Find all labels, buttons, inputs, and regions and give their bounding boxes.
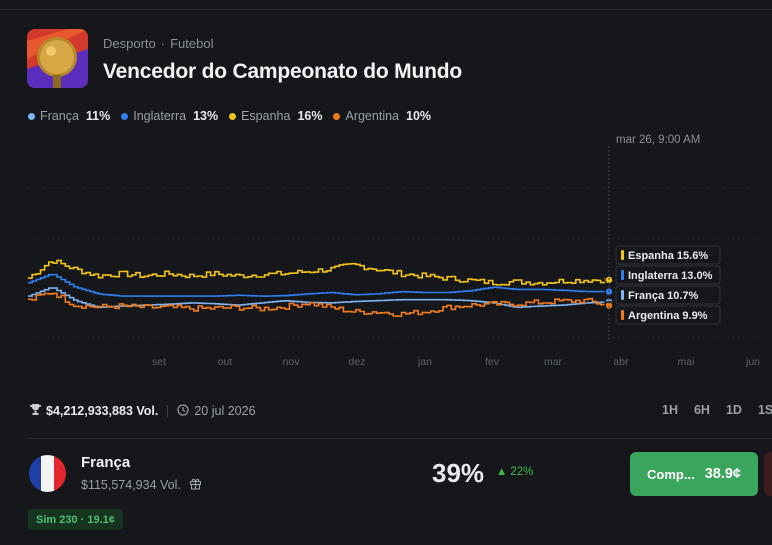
page-title: Vencedor do Campeonato do Mundo [103, 60, 462, 83]
top-divider [0, 9, 772, 10]
breadcrumb-category[interactable]: Desporto [103, 36, 156, 51]
tooltip-label: França 10.7% [628, 290, 699, 302]
trophy-icon [29, 403, 42, 419]
probability-change: ▲ 22% [496, 466, 533, 478]
legend-label: Inglaterra [133, 109, 187, 123]
x-tick-label: dez [349, 356, 366, 368]
outcome-volume-row: $115,574,934 Vol. [81, 477, 202, 493]
hover-tooltip-espanha: Espanha 15.6% [615, 245, 721, 265]
x-tick-label: out [218, 356, 233, 368]
outcome-volume: $115,574,934 Vol. [81, 478, 181, 492]
breadcrumb: Desporto · Futebol [103, 36, 213, 51]
sim-badge[interactable]: Sim 230 · 19.1¢ [28, 509, 123, 530]
x-tick-label: set [152, 356, 166, 368]
series-line-argentina [28, 292, 610, 317]
legend-label: França [40, 109, 79, 123]
tooltip-label: Argentina 9.9% [628, 310, 708, 322]
tooltip-box [615, 265, 721, 285]
x-tick-label: abr [613, 356, 629, 368]
legend-item-inglaterra: Inglaterra 13% [121, 109, 218, 123]
breadcrumb-separator: · [160, 36, 166, 51]
france-flag-icon [29, 455, 66, 492]
legend-dot-icon [333, 112, 341, 120]
tooltip-label: Inglaterra 13.0% [628, 270, 713, 282]
buy-yes-button[interactable]: Comp... 38.9¢ [630, 452, 758, 496]
legend-value: 16% [297, 109, 323, 123]
stats-divider [167, 405, 169, 417]
x-tick-label: nov [283, 356, 301, 368]
x-tick-label: mar [544, 356, 563, 368]
legend-label: Argentina [345, 109, 399, 123]
x-tick-label: fev [485, 356, 500, 368]
outcome-probability: 39% [432, 458, 485, 488]
tooltip-color-bar [621, 270, 624, 280]
x-tick-label: jun [745, 356, 760, 368]
legend-value: 11% [85, 109, 111, 123]
legend-value: 13% [193, 109, 219, 123]
total-volume: $4,212,933,883 Vol. [46, 404, 159, 418]
probability-change-value: 22% [510, 466, 534, 478]
range-6h[interactable]: 6H [693, 403, 710, 417]
legend-value: 10% [406, 109, 432, 123]
tooltip-box [615, 245, 721, 265]
series-endpoint-argentina [604, 300, 614, 311]
range-1d[interactable]: 1D [725, 403, 742, 417]
hover-tooltip-inglaterra: Inglaterra 13.0% [615, 265, 721, 285]
x-tick-label: jan [417, 356, 432, 368]
tooltip-label: Espanha 15.6% [628, 250, 708, 262]
buy-price: 38.9¢ [704, 466, 741, 482]
tooltip-color-bar [621, 290, 624, 300]
event-image [27, 29, 88, 88]
legend-item-espanha: Espanha 16% [229, 109, 322, 123]
section-divider [26, 438, 772, 439]
legend-label: Espanha [241, 109, 291, 123]
breadcrumb-subcategory[interactable]: Futebol [170, 36, 214, 51]
tooltip-color-bar [621, 250, 624, 260]
range-1s[interactable]: 1S [757, 403, 772, 417]
legend-dot-icon [28, 112, 35, 120]
tooltip-color-bar [621, 310, 624, 320]
legend-item-argentina: Argentina 10% [333, 109, 431, 123]
range-1h[interactable]: 1H [662, 403, 678, 417]
tooltip-box [615, 305, 721, 325]
legend-dot-icon [121, 112, 129, 120]
gift-icon[interactable] [189, 477, 202, 493]
series-line-inglaterra [28, 273, 609, 297]
tooltip-box [615, 285, 721, 305]
up-triangle-icon: ▲ [496, 466, 508, 478]
clock-icon [177, 403, 189, 419]
legend-dot-icon [229, 112, 237, 120]
market-stats: $4,212,933,883 Vol. 20 jul 2026 [29, 403, 256, 419]
hover-timestamp: mar 26, 9:00 AM [616, 134, 700, 146]
time-range-selector: 1H 6H 1D 1S [662, 403, 772, 417]
hover-tooltip-argentina: Argentina 9.9% [615, 305, 721, 325]
chart-legend: França 11% Inglaterra 13% Espanha 16% Ar… [28, 109, 431, 123]
hover-tooltip-frança: França 10.7% [615, 285, 721, 305]
buy-no-button[interactable] [764, 452, 772, 496]
x-tick-label: mai [678, 356, 695, 368]
price-chart[interactable]: mar 26, 9:00 AM Espanha 15.6% Inglaterra … [0, 128, 772, 373]
legend-item-franca: França 11% [28, 109, 110, 123]
series-line-espanha [28, 259, 610, 286]
buy-label: Comp... [647, 466, 695, 482]
end-date: 20 jul 2026 [194, 404, 256, 418]
outcome-name[interactable]: França [81, 454, 131, 471]
